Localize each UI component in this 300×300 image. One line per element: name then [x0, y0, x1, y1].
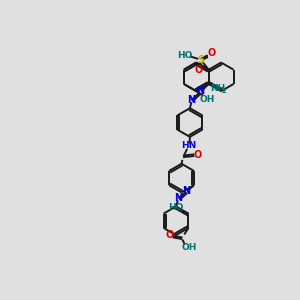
Text: O: O	[194, 150, 202, 161]
Text: HO: HO	[177, 51, 193, 60]
Text: OH: OH	[181, 243, 197, 252]
Text: HO: HO	[168, 203, 184, 212]
Text: 2: 2	[222, 88, 226, 94]
Text: S: S	[197, 55, 204, 65]
Text: O: O	[208, 48, 216, 58]
Text: NH: NH	[210, 84, 225, 93]
Text: HN: HN	[181, 141, 196, 150]
Text: N: N	[174, 194, 182, 203]
Text: N: N	[187, 95, 195, 105]
Text: N: N	[196, 86, 204, 96]
Text: O: O	[194, 65, 202, 75]
Text: OH: OH	[200, 95, 215, 104]
Text: N: N	[182, 186, 190, 196]
Text: O: O	[166, 230, 174, 239]
